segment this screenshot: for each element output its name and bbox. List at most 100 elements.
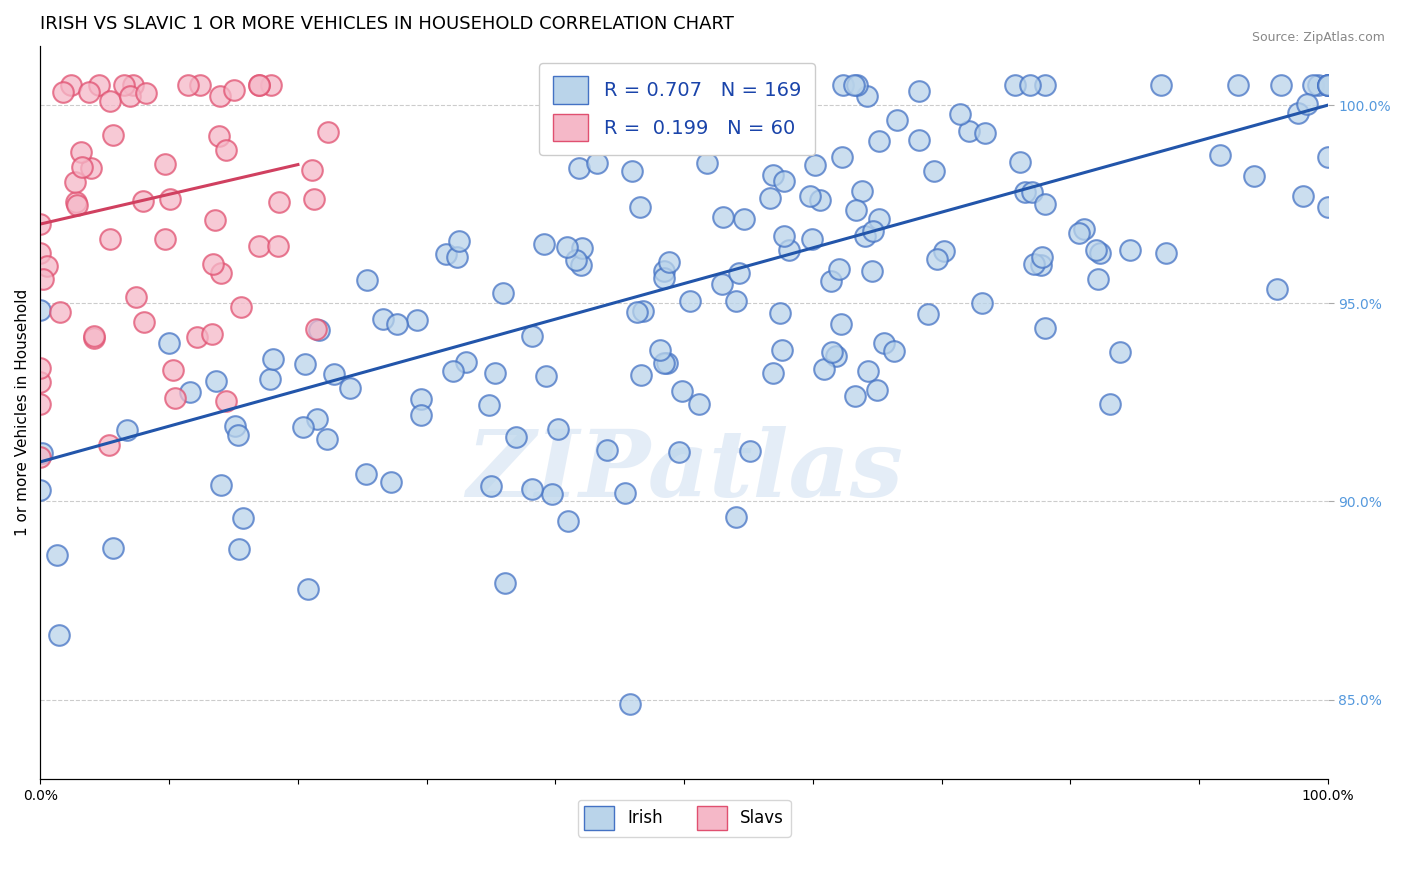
Point [830,317,852,331]
Point [799,189,821,203]
Point [652,356,675,370]
Point [31,446,53,460]
Point [772,174,794,188]
Point [1118,243,1140,257]
Point [648,343,671,358]
Point [52,85,75,99]
Point [215,143,238,157]
Point [98,438,121,452]
Point [541,487,564,501]
Point [98,94,121,108]
Point [70,161,93,175]
Point [224,83,246,97]
Point [1209,148,1232,162]
Point [83,331,105,345]
Point [1265,282,1288,296]
Point [733,212,755,227]
Point [65,194,87,209]
Point [30,245,52,260]
Point [724,294,747,309]
Point [534,368,557,383]
Point [30,302,52,317]
Point [710,277,733,291]
Point [209,266,232,280]
Point [60,78,83,93]
Point [45,548,67,562]
Point [202,257,225,271]
Point [262,351,284,366]
Point [917,307,939,321]
Point [555,240,578,254]
Point [934,244,956,258]
Point [828,262,851,277]
Point [434,247,457,261]
Point [533,237,555,252]
Point [132,315,155,329]
Point [851,184,873,198]
Point [658,254,681,268]
Point [1302,78,1324,93]
Point [908,84,931,98]
Point [845,203,868,218]
Point [1306,78,1329,93]
Point [406,313,429,327]
Point [354,467,377,482]
Point [844,78,866,93]
Point [547,422,569,436]
Point [679,294,702,309]
Point [232,511,254,525]
Point [1226,78,1249,93]
Point [621,164,644,178]
Point [821,345,844,359]
Point [247,78,270,93]
Point [297,582,319,597]
Point [339,381,361,395]
Point [1031,258,1053,272]
Point [856,88,879,103]
Point [103,128,125,143]
Point [957,124,980,138]
Point [868,211,890,226]
Point [762,366,785,380]
Point [179,384,201,399]
Point [824,349,846,363]
Y-axis label: 1 or more Vehicles in Household: 1 or more Vehicles in Household [15,289,30,536]
Point [131,194,153,208]
Point [231,300,253,314]
Point [1022,257,1045,271]
Point [557,515,579,529]
Point [844,388,866,402]
Point [949,107,972,121]
Point [87,78,110,93]
Point [571,241,593,255]
Point [322,367,344,381]
Point [478,398,501,412]
Point [479,479,502,493]
Point [267,238,290,252]
Text: ZIPatlas: ZIPatlas [465,426,903,516]
Point [291,419,314,434]
Point [1149,78,1171,93]
Point [259,372,281,386]
Point [125,290,148,304]
Point [862,264,884,278]
Point [1316,78,1339,93]
Point [652,264,675,278]
Point [66,198,89,212]
Point [974,126,997,140]
Point [778,243,800,257]
Point [260,78,283,93]
Point [586,156,609,170]
Point [883,344,905,359]
Point [267,194,290,209]
Point [48,628,70,642]
Point [32,272,55,286]
Point [1084,243,1107,257]
Point [209,88,232,103]
Point [155,232,177,246]
Point [1031,251,1053,265]
Point [759,191,782,205]
Point [1316,78,1339,93]
Point [226,427,249,442]
Point [247,78,270,93]
